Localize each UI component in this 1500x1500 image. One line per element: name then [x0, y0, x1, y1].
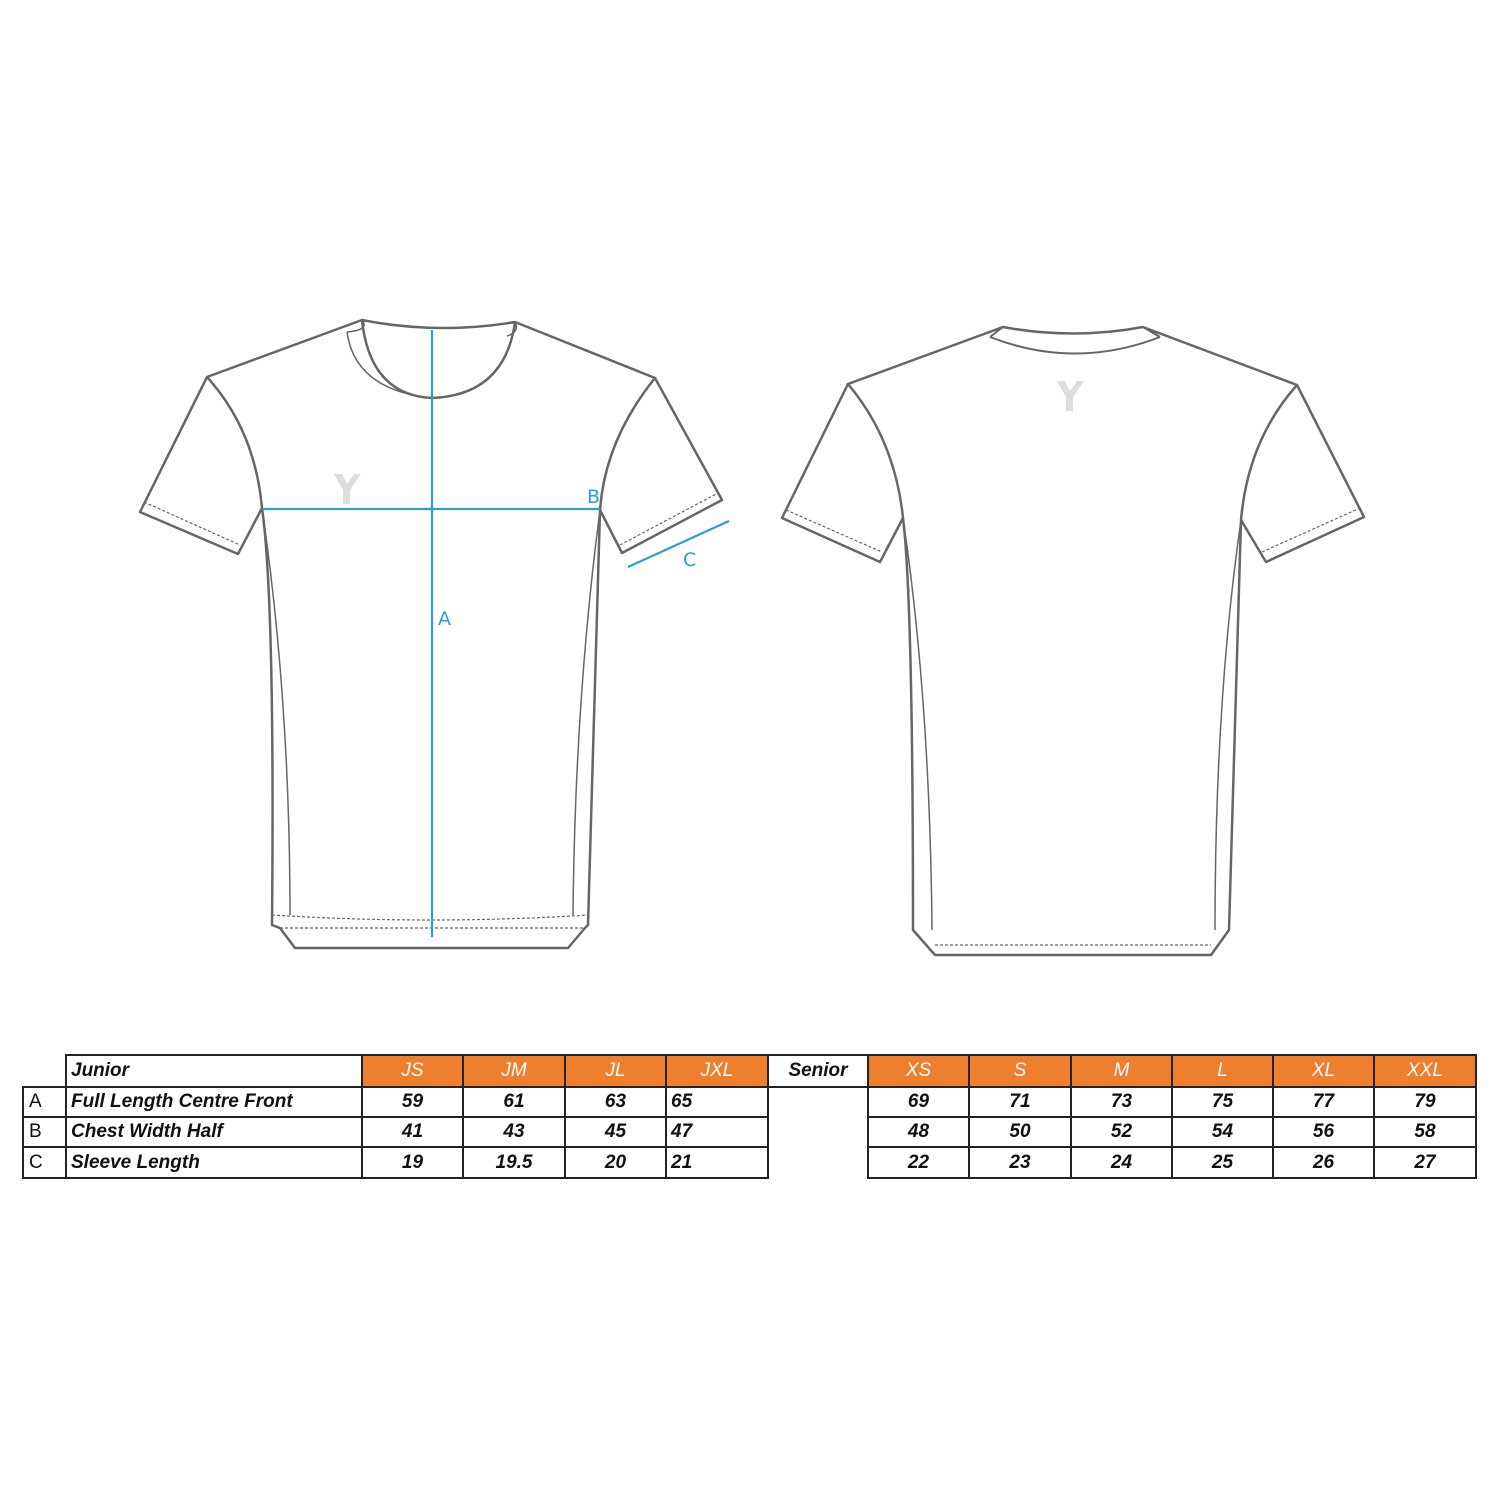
senior-value: 27: [1373, 1146, 1477, 1179]
junior-value: 19: [361, 1146, 464, 1179]
senior-value: 48: [867, 1116, 970, 1148]
logo-front: [334, 474, 361, 504]
senior-value: 22: [867, 1146, 970, 1179]
measure-label: Chest Width Half: [65, 1116, 363, 1148]
front-tshirt: [138, 318, 724, 950]
tshirt-diagram: A B C: [138, 318, 1366, 957]
size-header-xl: XL: [1272, 1054, 1375, 1088]
back-tshirt: [780, 325, 1366, 957]
senior-value: 23: [968, 1146, 1072, 1179]
senior-value: 73: [1070, 1086, 1173, 1118]
senior-value: 56: [1272, 1116, 1375, 1148]
measure-label: Sleeve Length: [65, 1146, 363, 1179]
senior-value: 50: [968, 1116, 1072, 1148]
measure-key: B: [22, 1116, 67, 1148]
junior-value: 59: [361, 1086, 464, 1118]
junior-value: 63: [564, 1086, 667, 1118]
senior-header: Senior: [767, 1054, 869, 1088]
junior-value: 65: [665, 1086, 769, 1118]
size-header-jl: JL: [564, 1054, 667, 1088]
senior-value: 25: [1171, 1146, 1274, 1179]
senior-value: 52: [1070, 1116, 1173, 1148]
senior-value: 24: [1070, 1146, 1173, 1179]
size-header-js: JS: [361, 1054, 464, 1088]
junior-value: 47: [665, 1116, 769, 1148]
senior-value: 54: [1171, 1116, 1274, 1148]
measure-c-label: C: [683, 549, 696, 571]
junior-value: 20: [564, 1146, 667, 1179]
senior-value: 77: [1272, 1086, 1375, 1118]
measure-label: Full Length Centre Front: [65, 1086, 363, 1118]
size-header-s: S: [968, 1054, 1072, 1088]
measure-key: C: [22, 1146, 67, 1179]
size-header-l: L: [1171, 1054, 1274, 1088]
senior-value: 79: [1373, 1086, 1477, 1118]
junior-header: Junior: [65, 1054, 363, 1088]
measure-c-line: [627, 519, 730, 569]
measure-a-label: A: [438, 608, 451, 630]
measure-key: A: [22, 1086, 67, 1118]
junior-value: 19.5: [462, 1146, 566, 1179]
size-header-xs: XS: [867, 1054, 970, 1088]
senior-value: 71: [968, 1086, 1072, 1118]
senior-value: 69: [867, 1086, 970, 1118]
junior-value: 41: [361, 1116, 464, 1148]
size-header-jxl: JXL: [665, 1054, 769, 1088]
size-header-xxl: XXL: [1373, 1054, 1477, 1088]
senior-value: 75: [1171, 1086, 1274, 1118]
measurement-lines: [262, 330, 730, 937]
junior-value: 45: [564, 1116, 667, 1148]
measure-b-label: B: [587, 486, 600, 508]
junior-value: 43: [462, 1116, 566, 1148]
senior-value: 58: [1373, 1116, 1477, 1148]
size-header-m: M: [1070, 1054, 1173, 1088]
junior-value: 21: [665, 1146, 769, 1179]
logo-back: [1057, 381, 1084, 411]
senior-value: 26: [1272, 1146, 1375, 1179]
junior-value: 61: [462, 1086, 566, 1118]
size-header-jm: JM: [462, 1054, 566, 1088]
